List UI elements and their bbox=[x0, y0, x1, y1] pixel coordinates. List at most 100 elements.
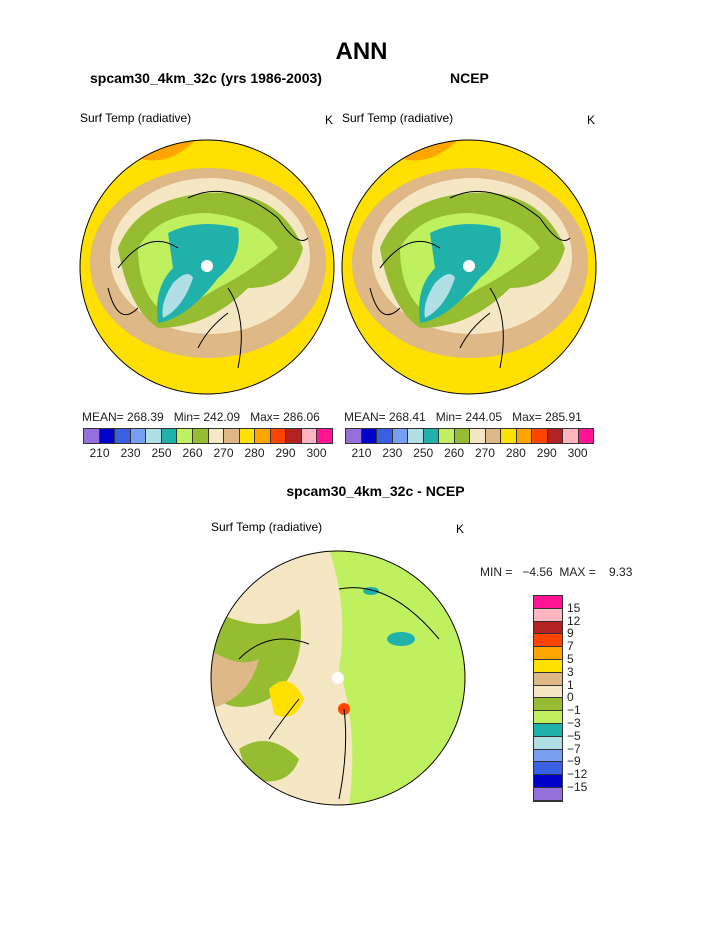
left-colorbar bbox=[83, 428, 333, 444]
colorbar-tick-label: 7 bbox=[567, 639, 574, 654]
right-stats: MEAN= 268.41 Min= 244.05 Max= 285.91 bbox=[344, 410, 582, 424]
colorbar-tick-label: 270 bbox=[213, 446, 234, 460]
colorbar-swatch bbox=[547, 429, 563, 443]
colorbar-tick-label: 300 bbox=[306, 446, 327, 460]
colorbar-tick-label: 260 bbox=[444, 446, 465, 460]
colorbar-swatch bbox=[454, 429, 470, 443]
colorbar-tick-label: −15 bbox=[567, 780, 588, 794]
colorbar-swatch bbox=[361, 429, 377, 443]
teal-spot bbox=[387, 632, 415, 646]
coastlines bbox=[107, 190, 309, 369]
difference-polar-map bbox=[210, 550, 466, 806]
colorbar-tick-label: 1 bbox=[567, 677, 574, 692]
colorbar-swatch bbox=[392, 429, 408, 443]
colorbar-tick-label: 230 bbox=[382, 446, 403, 460]
colorbar-swatch bbox=[563, 429, 579, 443]
pole-marker bbox=[332, 672, 344, 684]
colorbar-swatch bbox=[534, 672, 562, 686]
colorbar-swatch bbox=[377, 429, 393, 443]
colorbar-tick-label: −12 bbox=[567, 767, 588, 782]
light-cyan-region bbox=[162, 274, 193, 318]
colorbar-swatch bbox=[161, 429, 178, 443]
colorbar-swatch bbox=[423, 429, 439, 443]
colorbar-swatch bbox=[346, 429, 362, 443]
colorbar-swatch bbox=[534, 685, 562, 699]
colorbar-swatch bbox=[408, 429, 424, 443]
tan-region bbox=[211, 649, 259, 709]
colorbar-tick-label: 210 bbox=[89, 446, 110, 460]
colorbar-swatch bbox=[439, 429, 455, 443]
colorbar-swatch bbox=[224, 429, 240, 443]
coastlines bbox=[369, 190, 571, 369]
colorbar-swatch bbox=[534, 762, 562, 776]
colorbar-swatch bbox=[532, 429, 548, 443]
colorbar-swatch bbox=[208, 429, 225, 443]
colorbar-tick-label: 270 bbox=[474, 446, 495, 460]
colorbar-swatch bbox=[534, 749, 562, 763]
diff-colorbar bbox=[533, 595, 563, 802]
colorbar-tick-label: 250 bbox=[151, 446, 172, 460]
colorbar-tick-label: 3 bbox=[567, 664, 574, 679]
colorbar-tick-label: 260 bbox=[182, 446, 203, 460]
colorbar-swatch bbox=[84, 429, 100, 443]
colorbar-tick-label: 15 bbox=[567, 600, 581, 615]
colorbar-tick-label: 280 bbox=[505, 446, 526, 460]
map-border bbox=[341, 139, 597, 395]
diff-variable-label: Surf Temp (radiative) bbox=[211, 520, 323, 534]
colorbar-swatch bbox=[485, 429, 501, 443]
colorbar-swatch bbox=[534, 596, 562, 609]
colorbar-swatch bbox=[534, 711, 562, 724]
colorbar-swatch bbox=[286, 429, 302, 443]
diff-stats: MIN = −4.56 MAX = 9.33 bbox=[480, 565, 633, 579]
colorbar-tick-label: 210 bbox=[351, 446, 372, 460]
colorbar-swatch bbox=[470, 429, 486, 443]
colorbar-tick-label: −3 bbox=[567, 716, 581, 730]
colorbar-swatch bbox=[270, 429, 287, 443]
green-region bbox=[239, 741, 299, 782]
yellow-region bbox=[269, 681, 304, 717]
light-cyan-region bbox=[424, 274, 455, 318]
colorbar-swatch bbox=[146, 429, 162, 443]
colorbar-tick-label: 5 bbox=[567, 652, 574, 666]
colorbar-swatch bbox=[534, 736, 562, 750]
colorbar-tick-label: 300 bbox=[567, 446, 588, 460]
colorbar-tick-label: 0 bbox=[567, 690, 574, 705]
colorbar-swatch bbox=[177, 429, 193, 443]
colorbar-swatch bbox=[534, 787, 562, 801]
colorbar-swatch bbox=[534, 608, 562, 622]
colorbar-tick-label: −5 bbox=[567, 728, 581, 743]
colorbar-swatch bbox=[130, 429, 147, 443]
colorbar-tick-label: 280 bbox=[244, 446, 265, 460]
left-panel-heading: spcam30_4km_32c (yrs 1986-2003) bbox=[90, 70, 322, 86]
diff-units-label: K bbox=[456, 522, 465, 536]
colorbar-tick-label: −9 bbox=[567, 754, 581, 769]
colorbar-swatch bbox=[534, 621, 562, 635]
map-border bbox=[79, 139, 335, 395]
colorbar-tick-label: −1 bbox=[567, 703, 581, 718]
left-variable-label: Surf Temp (radiative) bbox=[80, 111, 192, 125]
pole-marker bbox=[201, 260, 213, 272]
right-variable-label: Surf Temp (radiative) bbox=[342, 111, 454, 125]
right-colorbar bbox=[345, 428, 594, 444]
colorbar-swatch bbox=[317, 429, 332, 443]
diff-heading: spcam30_4km_32c - NCEP bbox=[286, 483, 465, 499]
left-polar-map bbox=[79, 139, 335, 395]
pole-marker bbox=[463, 260, 475, 272]
coastlines bbox=[238, 587, 440, 800]
colorbar-swatch bbox=[534, 659, 562, 673]
colorbar-swatch bbox=[534, 775, 562, 788]
colorbar-swatch bbox=[115, 429, 131, 443]
light-green-region bbox=[329, 551, 465, 805]
colorbar-tick-label: 9 bbox=[567, 626, 574, 641]
colorbar-tick-label: 230 bbox=[120, 446, 141, 460]
colorbar-tick-label: −7 bbox=[567, 741, 581, 756]
left-units-label: K bbox=[325, 113, 334, 127]
colorbar-tick-label: 290 bbox=[275, 446, 296, 460]
map-border bbox=[210, 550, 466, 806]
colorbar-swatch bbox=[578, 429, 593, 443]
right-units-label: K bbox=[587, 113, 596, 127]
colorbar-swatch bbox=[301, 429, 318, 443]
colorbar-swatch bbox=[516, 429, 532, 443]
colorbar-swatch bbox=[192, 429, 209, 443]
